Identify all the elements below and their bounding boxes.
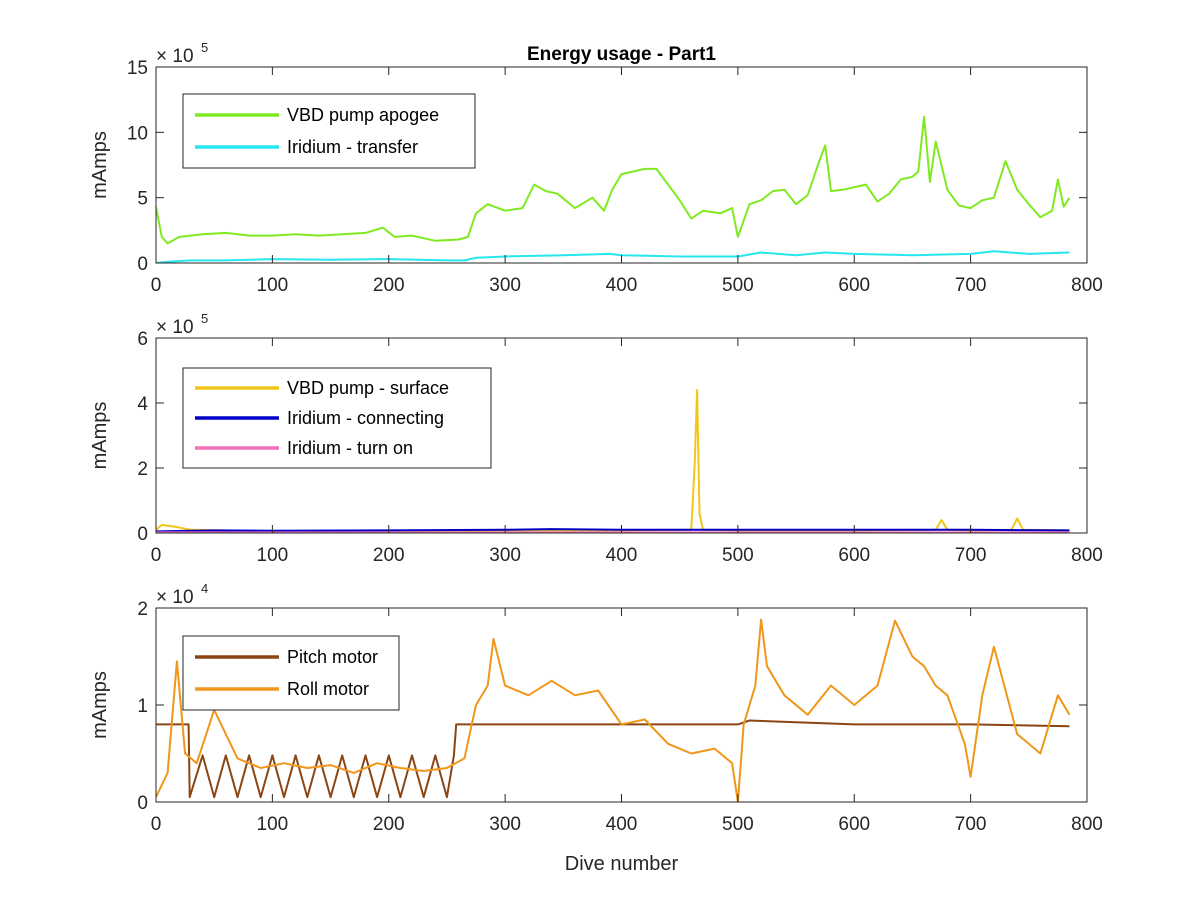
y-axis-label: mAmps bbox=[89, 402, 111, 470]
y-tick-label: 15 bbox=[127, 58, 148, 79]
x-axis-label: Dive number bbox=[565, 853, 679, 875]
legend-box bbox=[182, 93, 476, 169]
x-tick-label: 100 bbox=[257, 275, 289, 296]
x-tick-label: 0 bbox=[151, 814, 162, 835]
x-tick-label: 800 bbox=[1071, 814, 1103, 835]
y-axis-label: mAmps bbox=[89, 131, 111, 199]
x-tick-label: 400 bbox=[606, 814, 638, 835]
legend-entry-label: VBD pump apogee bbox=[287, 105, 439, 125]
x-tick-label: 100 bbox=[257, 814, 289, 835]
x-tick-label: 400 bbox=[606, 545, 638, 566]
x-tick-label: 400 bbox=[606, 275, 638, 296]
y-tick-label: 1 bbox=[137, 696, 148, 717]
x-tick-label: 800 bbox=[1071, 545, 1103, 566]
y-exponent-label: × 10 bbox=[156, 317, 194, 338]
y-tick-label: 10 bbox=[127, 123, 148, 144]
y-tick-label: 6 bbox=[137, 329, 148, 350]
x-tick-label: 500 bbox=[722, 545, 754, 566]
legend-entry-label: Pitch motor bbox=[287, 647, 378, 667]
y-tick-label: 4 bbox=[137, 394, 148, 415]
x-tick-label: 200 bbox=[373, 814, 405, 835]
x-tick-label: 500 bbox=[722, 814, 754, 835]
y-exponent-power: 5 bbox=[201, 40, 208, 55]
x-tick-label: 0 bbox=[151, 275, 162, 296]
x-tick-label: 500 bbox=[722, 275, 754, 296]
x-tick-label: 600 bbox=[838, 545, 870, 566]
y-tick-label: 2 bbox=[137, 459, 148, 480]
y-exponent-power: 4 bbox=[201, 581, 208, 596]
y-tick-label: 0 bbox=[137, 254, 148, 275]
y-tick-label: 2 bbox=[137, 599, 148, 620]
legend-entry-label: Iridium - turn on bbox=[287, 438, 413, 458]
series-line-iridium-connecting bbox=[156, 528, 1070, 533]
x-tick-label: 800 bbox=[1071, 275, 1103, 296]
series-line-roll-motor bbox=[156, 618, 1071, 802]
y-axis-label: mAmps bbox=[89, 671, 111, 739]
legend-entry-label: VBD pump - surface bbox=[287, 378, 449, 398]
legend: VBD pump - surface Iridium - connecting Ir… bbox=[182, 367, 492, 469]
x-tick-label: 600 bbox=[838, 275, 870, 296]
chart-title: Energy usage - Part1 bbox=[527, 44, 716, 65]
x-tick-label: 300 bbox=[489, 814, 521, 835]
x-tick-label: 600 bbox=[838, 814, 870, 835]
panel-3: 0 100 200 300 400 500 600 700 800 0 1 2 × 10 4 mAmps Di… bbox=[89, 581, 1103, 875]
legend-entry-label: Roll motor bbox=[287, 679, 369, 699]
x-tick-label: 200 bbox=[373, 275, 405, 296]
series-line-iridium-transfer bbox=[156, 250, 1070, 263]
y-tick-label: 5 bbox=[137, 189, 148, 210]
y-tick-label: 0 bbox=[137, 524, 148, 545]
y-tick-label: 0 bbox=[137, 793, 148, 814]
legend: VBD pump apogee Iridium - transfer bbox=[182, 93, 476, 169]
x-tick-label: 0 bbox=[151, 545, 162, 566]
x-tick-label: 300 bbox=[489, 275, 521, 296]
y-exponent-label: × 10 bbox=[156, 46, 194, 67]
legend-box bbox=[182, 635, 400, 711]
legend-entry-label: Iridium - connecting bbox=[287, 408, 444, 428]
x-tick-label: 200 bbox=[373, 545, 405, 566]
x-tick-label: 100 bbox=[257, 545, 289, 566]
series-line-pitch-motor bbox=[156, 719, 1070, 799]
legend: Pitch motor Roll motor bbox=[182, 635, 400, 711]
x-tick-label: 700 bbox=[955, 275, 987, 296]
series-line-vbd-pump-apogee bbox=[156, 115, 1071, 245]
x-tick-label: 300 bbox=[489, 545, 521, 566]
legend-entry-label: Iridium - transfer bbox=[287, 137, 418, 157]
y-exponent-label: × 10 bbox=[156, 587, 194, 608]
panel-1: 0 100 200 300 400 500 600 700 800 0 5 10 15 × 10 5 mAmp… bbox=[89, 40, 1103, 296]
y-exponent-power: 5 bbox=[201, 311, 208, 326]
panel-2: 0 100 200 300 400 500 600 700 800 0 2 4 6 × 10 5 mAmps V… bbox=[89, 311, 1103, 566]
x-tick-label: 700 bbox=[955, 814, 987, 835]
x-tick-label: 700 bbox=[955, 545, 987, 566]
